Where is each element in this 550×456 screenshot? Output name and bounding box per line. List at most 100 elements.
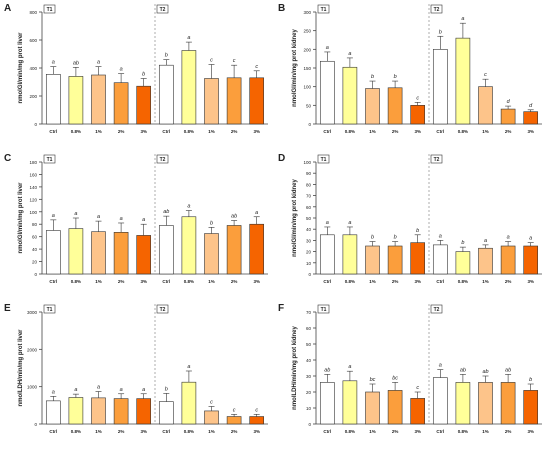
y-tick-label: 80 bbox=[32, 222, 38, 227]
y-axis-label: nmolGl/min/mg prot liver bbox=[18, 32, 24, 104]
y-tick-label: 40 bbox=[306, 227, 312, 232]
y-tick-label: 0 bbox=[34, 272, 37, 277]
y-tick-label: 20 bbox=[32, 260, 38, 265]
y-tick-label: 50 bbox=[306, 103, 312, 108]
group-label-box bbox=[430, 304, 443, 314]
bar-T1-0-8pct bbox=[342, 66, 358, 125]
bar-T2-1pct bbox=[204, 410, 219, 425]
y-tick-label: 150 bbox=[303, 66, 311, 71]
x-tick-label: 3% bbox=[527, 129, 534, 134]
group-label-box bbox=[43, 154, 56, 164]
bar-T2-0-8pct bbox=[455, 382, 471, 425]
x-tick-label: 0.8% bbox=[184, 129, 194, 134]
y-tick-label: 250 bbox=[303, 29, 311, 34]
bar-T2-1pct bbox=[478, 247, 493, 275]
significance-letter: b bbox=[394, 235, 397, 241]
panel-letter: A bbox=[4, 3, 11, 14]
significance-letter: c bbox=[416, 385, 419, 391]
y-tick-label: 30 bbox=[306, 374, 312, 379]
x-tick-label: 3% bbox=[140, 429, 147, 434]
y-tick-label: 70 bbox=[306, 194, 312, 199]
bar-T1-0-8pct bbox=[68, 397, 84, 425]
group-label-box bbox=[43, 304, 56, 314]
x-tick-label: 3% bbox=[140, 279, 147, 284]
significance-letter: a bbox=[120, 216, 123, 222]
x-tick-label: 2% bbox=[118, 129, 125, 134]
panel-letter: B bbox=[278, 3, 285, 14]
y-tick-label: 400 bbox=[29, 66, 37, 71]
panel-D: D 0 10 20 30 40 50 60 70 80 90 100 nmolGl/min/mg pro… bbox=[278, 153, 542, 284]
significance-letter: a bbox=[255, 210, 258, 216]
significance-letter: a bbox=[97, 60, 100, 66]
bar-T1-1pct bbox=[365, 391, 380, 425]
group-label: T2 bbox=[160, 157, 166, 163]
significance-letter: a bbox=[142, 387, 145, 393]
x-tick-label: 0.8% bbox=[71, 429, 81, 434]
significance-letter: a bbox=[97, 385, 100, 391]
significance-letter: a bbox=[439, 363, 442, 369]
significance-letter: a bbox=[461, 16, 464, 22]
bar-T2-1pct bbox=[204, 233, 219, 275]
group-label: T1 bbox=[47, 307, 53, 313]
group-label-box bbox=[317, 154, 330, 164]
significance-letter: b bbox=[165, 386, 168, 392]
y-tick-label: 60 bbox=[306, 205, 312, 210]
bar-T1-2pct bbox=[387, 390, 403, 425]
y-tick-label: 1000 bbox=[27, 385, 38, 390]
bar-T1-1pct bbox=[91, 231, 106, 275]
group-label: T2 bbox=[434, 157, 440, 163]
x-tick-label: 1% bbox=[208, 279, 215, 284]
y-axis-label: nmolGl/min/mg prot kidney bbox=[292, 29, 298, 107]
y-tick-label: 200 bbox=[303, 47, 311, 52]
x-tick-label: Ctrl bbox=[49, 429, 57, 434]
significance-letter: a bbox=[142, 217, 145, 223]
bar-T1-2pct bbox=[387, 245, 403, 275]
group-label-box bbox=[317, 4, 330, 14]
significance-letter: a bbox=[120, 67, 123, 73]
bar-T1-3pct bbox=[136, 85, 152, 125]
panel-A: A 0 200 400 600 800 nmolGl/min/mg prot liver T1… bbox=[4, 3, 268, 134]
group-label: T2 bbox=[434, 7, 440, 13]
y-tick-label: 80 bbox=[306, 182, 312, 187]
bar-T1-3pct bbox=[410, 242, 426, 275]
x-tick-label: 2% bbox=[392, 279, 399, 284]
bar-T1-2pct bbox=[387, 87, 403, 125]
significance-letter: ab bbox=[482, 369, 488, 375]
y-tick-label: 800 bbox=[29, 10, 37, 15]
y-axis-label: nmolGl/min/mg prot liver bbox=[18, 182, 24, 254]
bar-T2-Ctrl bbox=[158, 225, 174, 275]
panel-letter: C bbox=[4, 153, 11, 164]
y-axis-label: nmolLDH/min/mg prot kidney bbox=[292, 326, 298, 410]
significance-letter: c bbox=[233, 58, 236, 64]
y-tick-label: 40 bbox=[32, 247, 38, 252]
panel-letter: E bbox=[4, 303, 11, 314]
significance-letter: ab bbox=[505, 367, 511, 373]
bar-T1-2pct bbox=[113, 82, 129, 125]
significance-letter: a bbox=[326, 45, 329, 51]
bar-T2-0-8pct bbox=[181, 381, 197, 425]
bar-T2-Ctrl bbox=[158, 401, 174, 425]
group-label: T2 bbox=[160, 307, 166, 313]
significance-letter: b bbox=[529, 377, 532, 383]
bar-T1-3pct bbox=[410, 105, 426, 125]
x-tick-label: 3% bbox=[140, 129, 147, 134]
x-tick-label: 0.8% bbox=[458, 279, 468, 284]
y-tick-label: 100 bbox=[29, 210, 37, 215]
significance-letter: b bbox=[210, 220, 213, 226]
panel-letter: D bbox=[278, 153, 285, 164]
significance-letter: b bbox=[439, 29, 442, 35]
group-label-box bbox=[317, 304, 330, 314]
significance-letter: a bbox=[74, 211, 77, 217]
x-tick-label: 3% bbox=[253, 129, 260, 134]
x-tick-label: 3% bbox=[527, 279, 534, 284]
x-tick-label: 3% bbox=[414, 279, 421, 284]
group-label-box bbox=[43, 4, 56, 14]
y-tick-label: 20 bbox=[306, 250, 312, 255]
significance-letter: bc bbox=[370, 377, 376, 383]
significance-letter: ab bbox=[163, 209, 169, 215]
x-tick-label: 0.8% bbox=[458, 129, 468, 134]
y-tick-label: 0 bbox=[34, 422, 37, 427]
x-tick-label: 1% bbox=[95, 129, 102, 134]
bar-T2-Ctrl bbox=[158, 64, 174, 125]
y-tick-label: 0 bbox=[34, 122, 37, 127]
